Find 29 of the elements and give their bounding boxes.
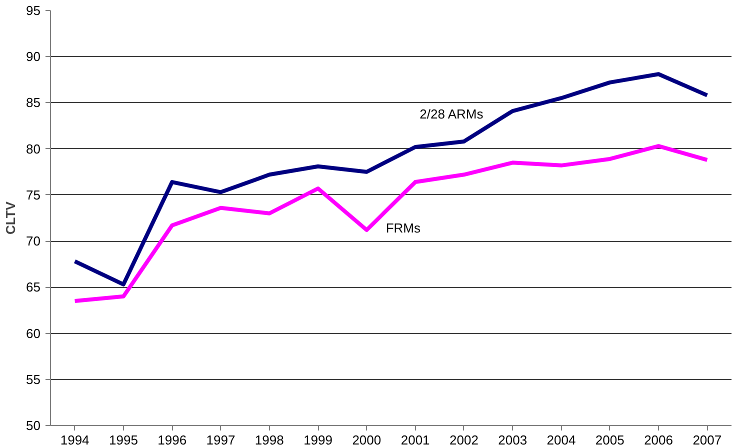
series-label: 2/28 ARMs <box>420 106 484 122</box>
y-tick-label: 60 <box>26 326 41 341</box>
x-tick-label: 1994 <box>60 432 90 447</box>
y-tick-label: 95 <box>26 3 41 18</box>
x-tick-label: 2005 <box>595 432 624 447</box>
x-tick-label: 2000 <box>352 432 382 447</box>
y-tick-label: 80 <box>26 141 41 156</box>
y-tick-label: 55 <box>26 372 41 387</box>
line-series <box>72 72 710 286</box>
x-tick-label: 1996 <box>158 432 187 447</box>
series-label: FRMs <box>386 220 421 236</box>
y-tick-label: 85 <box>26 95 41 110</box>
y-axis-title: CLTV <box>3 201 18 234</box>
x-tick-label: 1997 <box>206 432 236 447</box>
x-tick-label: 2004 <box>546 432 576 447</box>
x-tick-label: 1998 <box>254 432 284 447</box>
x-tick-label: 2003 <box>498 432 528 447</box>
y-tick-label: 75 <box>26 187 41 202</box>
y-tick-label: 65 <box>26 280 41 295</box>
y-tick-label: 70 <box>26 234 41 249</box>
y-tick-label: 90 <box>26 49 41 64</box>
x-tick-label: 2001 <box>400 432 430 447</box>
x-tick-label: 2002 <box>450 432 478 447</box>
x-tick-label: 1995 <box>109 432 138 447</box>
x-tick-label: 1999 <box>304 432 332 447</box>
line-series <box>72 144 710 303</box>
x-tick-label: 2006 <box>644 432 673 447</box>
y-tick-label: 50 <box>26 418 41 433</box>
x-tick-label: 2007 <box>692 432 722 447</box>
